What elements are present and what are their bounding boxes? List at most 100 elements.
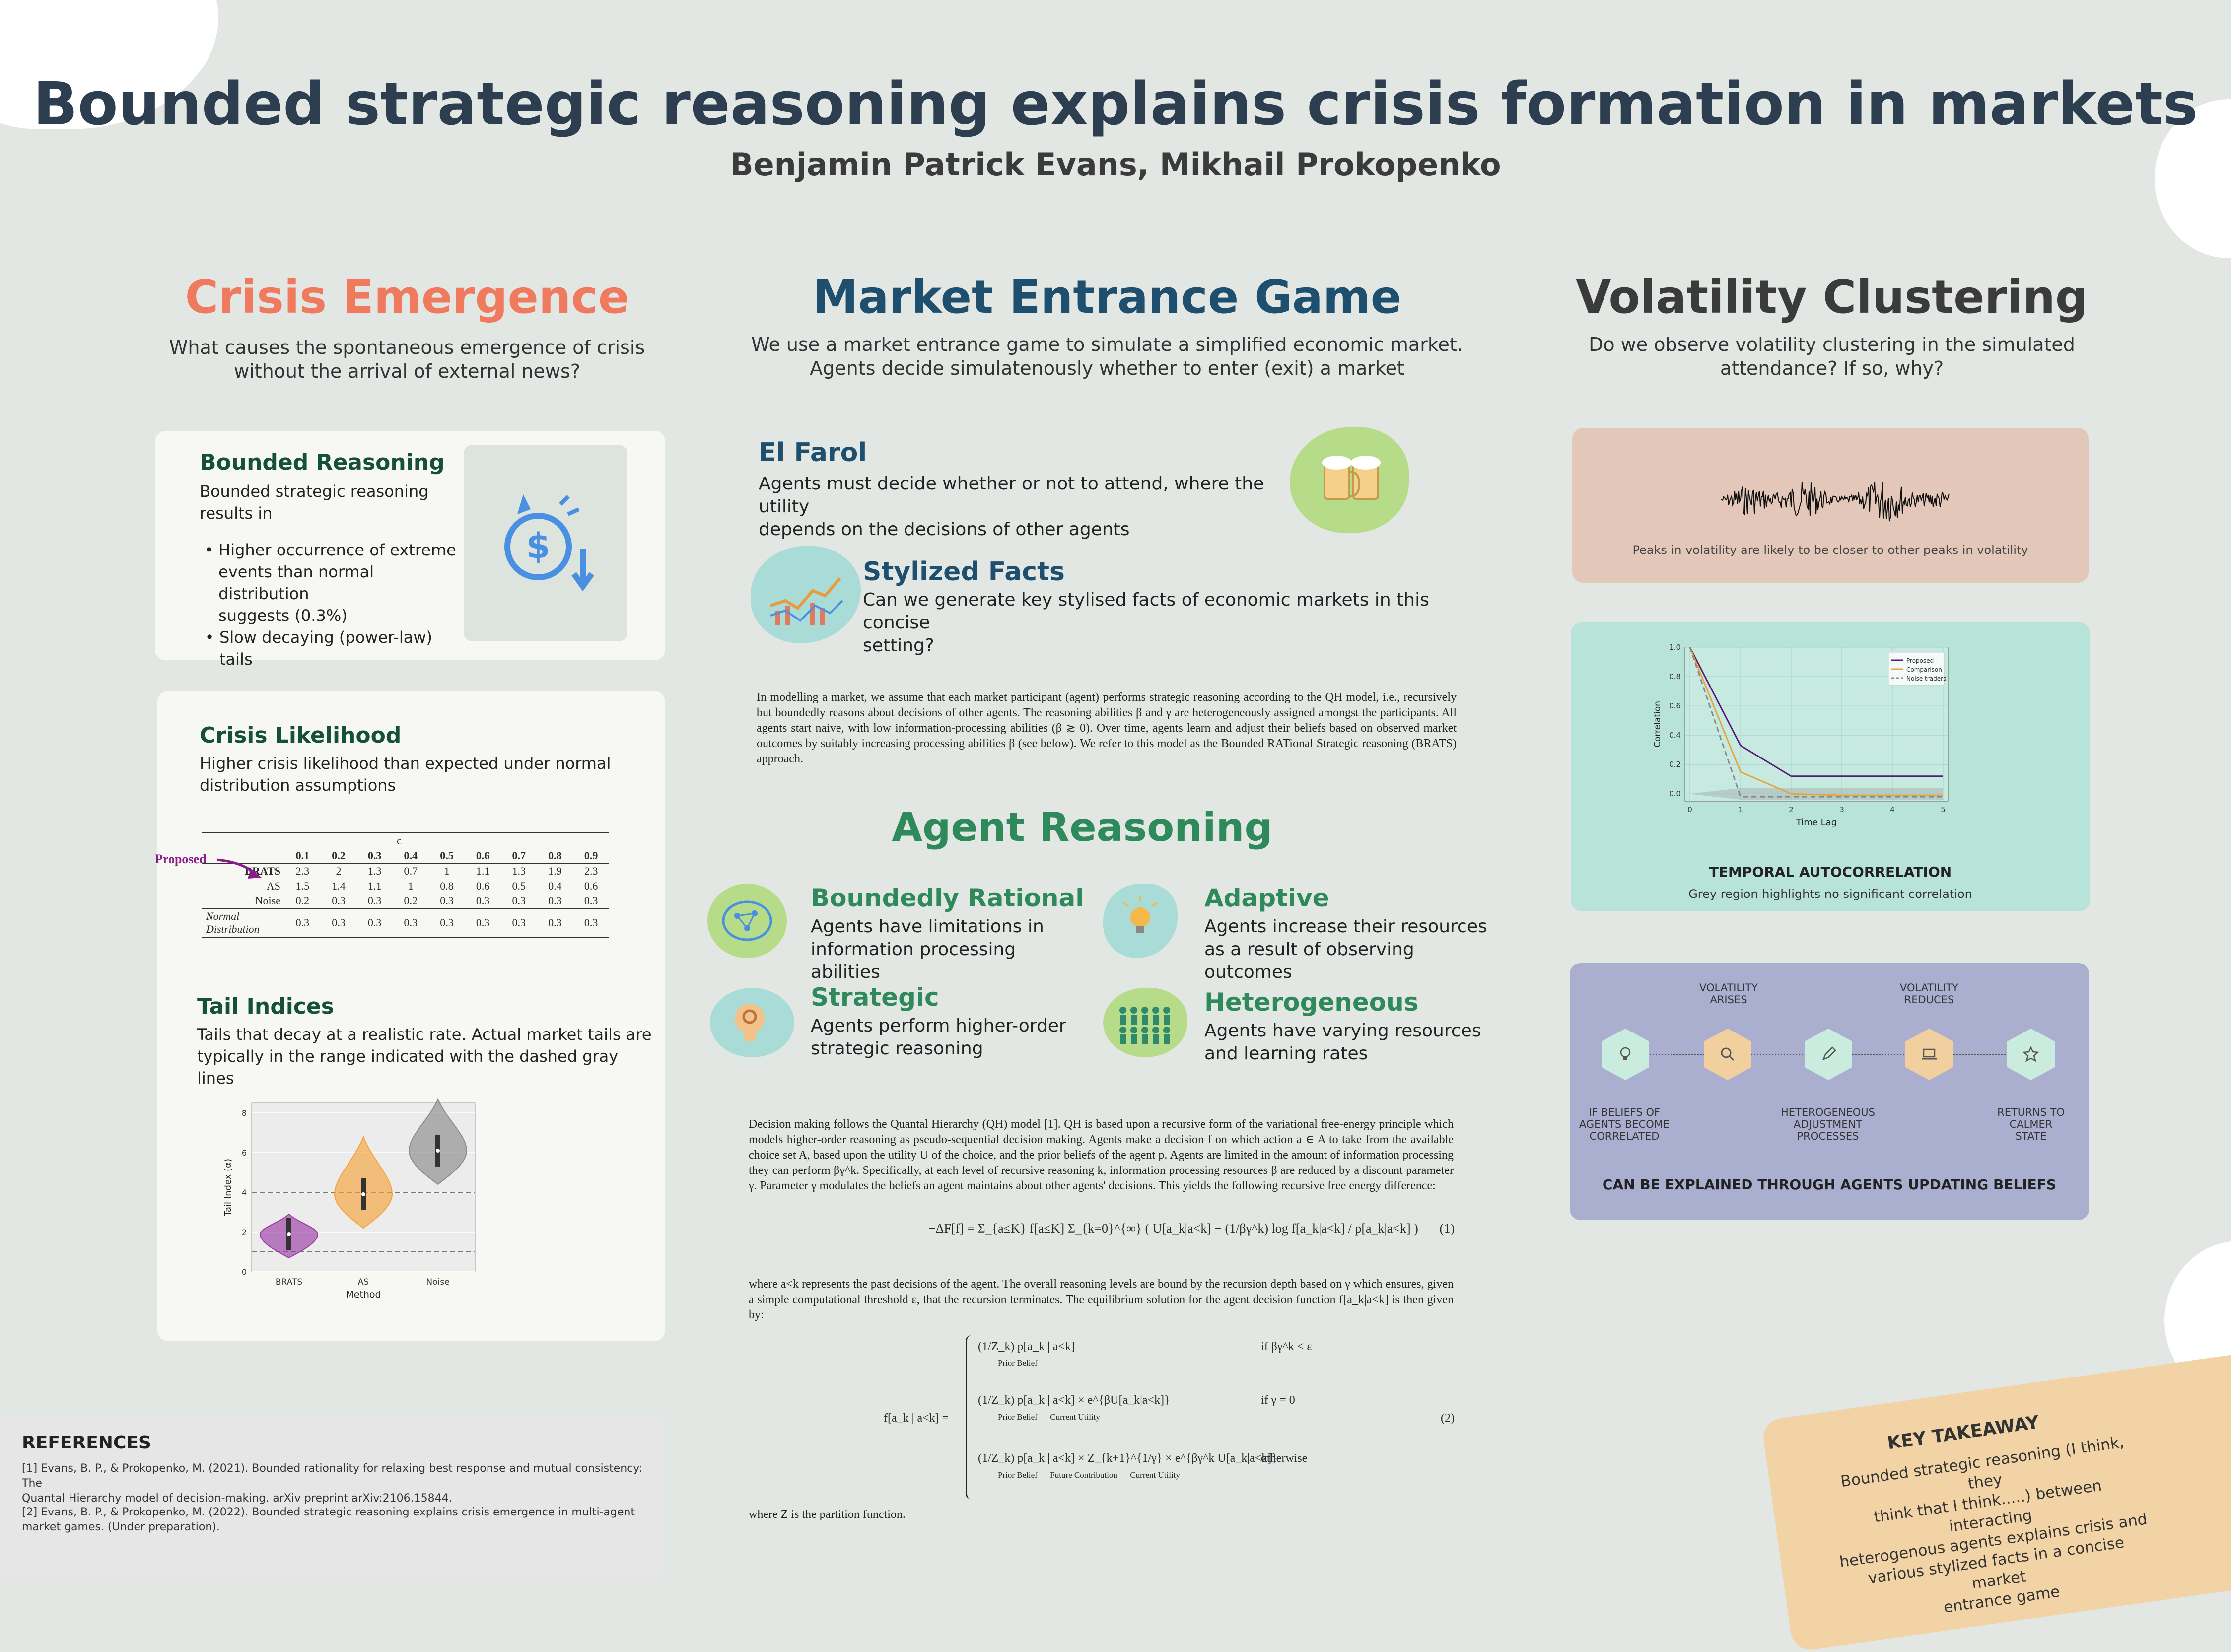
crisis-likelihood-table: c 0.1 0.2 0.3 0.4 0.5 0.6 0.7 0.8 0.9 BRATS 2.3 2 1… <box>202 832 609 938</box>
crisis-likelihood-title: Crisis Likelihood <box>200 723 402 748</box>
volatility-intro: Do we observe volatility clustering in t… <box>1534 333 2130 380</box>
table-cell: 2.3 <box>584 865 598 877</box>
crisis-intro: What causes the spontaneous emergence of… <box>109 336 705 383</box>
boundedly-rational-text: Agents have limitations in information p… <box>811 915 1089 984</box>
legend-label: Proposed <box>1906 657 1934 664</box>
stylized-facts-title: Stylized Facts <box>863 557 1065 587</box>
x-tick-label: 5 <box>1941 805 1946 814</box>
y-axis-label: Correlation <box>1653 701 1663 748</box>
crisis-heading: Crisis Emergence <box>185 271 629 324</box>
references-box: REFERENCES [1] Evans, B. P., & Prokopenk… <box>0 1416 663 1578</box>
stylized-line1: Can we generate key stylised facts of ec… <box>863 590 1429 633</box>
autocorrelation-chart: 0.0 0.2 0.4 0.6 0.8 1.0 0 1 2 3 4 5 Proposed Comparis… <box>1653 643 1949 827</box>
volatility-process-card: IF BELIEFS OF AGENTS BECOME CORRELATED V… <box>1570 963 2089 1220</box>
table-cell: 0.3 <box>332 895 346 907</box>
legend-label: Noise traders <box>1906 675 1946 682</box>
step3-label: HETEROGENEOUS ADJUSTMENT PROCESSES <box>1778 1106 1878 1142</box>
step5-line1: RETURNS TO <box>1997 1106 2065 1118</box>
table-cell: 1 <box>444 865 450 877</box>
volatility-intro-line2: attendance? If so, why? <box>1720 357 1944 379</box>
bullet1-line2: events than normal distribution <box>218 562 374 603</box>
step5-line3: STATE <box>2015 1130 2047 1142</box>
autocorrelation-title: TEMPORAL AUTOCORRELATION <box>1709 864 1952 880</box>
violin-median <box>361 1192 365 1196</box>
step1-line3: CORRELATED <box>1589 1130 1660 1142</box>
equation-2-case3: (1/Z_k) p[a_k | a<k] × Z_{k+1}^{1/γ} × e… <box>978 1452 1277 1465</box>
y-tick-label: 0.4 <box>1669 731 1681 740</box>
heterogeneous-line1: Agents have varying resources <box>1204 1021 1481 1041</box>
x-tick-label: BRATS <box>276 1277 302 1287</box>
equation-2: f[a_k | a<k] = (1/Z_k) p[a_k | a<k] Prio… <box>884 1335 1455 1504</box>
volatility-heading: Volatility Clustering <box>1576 271 2088 324</box>
reasoning-item-boundedly-rational: Boundedly Rational Agents have limitatio… <box>707 884 1085 983</box>
process-conclusion: CAN BE EXPLAINED THROUGH AGENTS UPDATING… <box>1602 1176 2057 1193</box>
table-row: Normal Distribution 0.3 0.3 0.3 0.3 0.3 0.3 0.3… <box>202 908 609 937</box>
proposed-label: Proposed <box>155 852 207 866</box>
adaptive-line1: Agents increase their resources <box>1204 916 1487 937</box>
table-column-header: 0.6 <box>476 849 490 862</box>
y-tick-label: 8 <box>242 1108 247 1118</box>
table-cell: 0.2 <box>295 895 310 907</box>
heterogeneous-title: Heterogeneous <box>1204 988 1419 1017</box>
table-row-label: AS <box>266 880 280 892</box>
y-tick-label: 2 <box>242 1228 247 1237</box>
ref1-line1: [1] Evans, B. P., & Prokopenko, M. (2021… <box>22 1462 643 1490</box>
table-cell: 1.3 <box>512 865 526 877</box>
market-heading: Market Entrance Game <box>812 271 1402 324</box>
market-intro: We use a market entrance game to simulat… <box>735 333 1479 380</box>
equation-2-case1: (1/Z_k) p[a_k | a<k] <box>978 1340 1075 1353</box>
step3-line3: PROCESSES <box>1797 1130 1859 1142</box>
equation-2-case2-condition: if γ = 0 <box>1261 1394 1295 1407</box>
heterogeneous-text: Agents have varying resources and learni… <box>1204 1020 1492 1065</box>
crisis-intro-line1: What causes the spontaneous emergence of… <box>169 337 645 358</box>
y-tick-label: 0.6 <box>1669 701 1681 710</box>
table-cell: 0.3 <box>512 916 526 929</box>
table-column-header: 0.1 <box>295 849 310 862</box>
money-crisis-icon: $ <box>464 445 627 641</box>
equation-1-number: (1) <box>1439 1221 1455 1236</box>
tail-indices-title: Tail Indices <box>197 994 334 1019</box>
table-cell: 0.3 <box>440 895 454 907</box>
step1-label: IF BELIEFS OF AGENTS BECOME CORRELATED <box>1575 1106 1674 1142</box>
step3-line2: ADJUSTMENT <box>1793 1118 1863 1130</box>
head-gear-icon <box>710 988 794 1057</box>
svg-text:$: $ <box>526 526 551 566</box>
table-cell: 0.3 <box>367 916 382 929</box>
autocorrelation-caption: Grey region highlights no significant co… <box>1688 887 1972 901</box>
volatility-peaks-card: Peaks in volatility are likely to be clo… <box>1572 428 2089 583</box>
ref1-line2: Quantal Hierarchy model of decision-maki… <box>22 1492 452 1505</box>
table-cell: 0.5 <box>512 880 526 892</box>
table-cell: 1 <box>408 880 414 892</box>
x-tick-label: 0 <box>1687 805 1692 814</box>
violin-median <box>287 1232 291 1236</box>
table-c-label: c <box>397 834 402 847</box>
table-cell: 0.3 <box>295 916 310 929</box>
table-row: AS 1.5 1.4 1.1 1 0.8 0.6 0.5 0.4 0.6 <box>202 879 609 894</box>
table-column-header: 0.2 <box>332 849 346 862</box>
x-tick-label: 4 <box>1890 805 1895 814</box>
adaptive-text: Agents increase their resources as a res… <box>1204 915 1492 984</box>
y-tick-label: 0 <box>242 1267 247 1277</box>
y-tick-label: 0.2 <box>1669 760 1681 769</box>
table-cell: 2 <box>336 865 342 877</box>
strategic-line2: strategic reasoning <box>811 1038 983 1059</box>
step3-line1: HETEROGENEOUS <box>1780 1106 1876 1118</box>
strategic-text: Agents perform higher-order strategic re… <box>811 1015 1089 1060</box>
table-cell: 0.3 <box>367 895 382 907</box>
ref2-line2: market games. (Under preparation). <box>22 1521 220 1533</box>
elfarol-line2: depends on the decisions of other agents <box>759 519 1130 540</box>
x-tick-label: Noise <box>426 1277 449 1287</box>
bullet1-line1: Higher occurrence of extreme <box>218 541 456 559</box>
volatility-peaks-caption: Peaks in volatility are likely to be clo… <box>1632 543 2028 557</box>
likelihood-text-line1: Higher crisis likelihood than expected u… <box>200 754 611 773</box>
table-cell: 2.3 <box>295 865 310 877</box>
step2-line1: VOLATILITY <box>1699 982 1758 994</box>
step5-line2: CALMER <box>2009 1118 2053 1130</box>
bounded-reasoning-card: Bounded Reasoning Bounded strategic reas… <box>155 431 665 669</box>
reference-1: [1] Evans, B. P., & Prokopenko, M. (2021… <box>22 1461 663 1506</box>
laptop-icon <box>1905 1029 1953 1080</box>
bullet2-line2: tails <box>219 650 253 669</box>
bulb-icon <box>1602 1029 1649 1080</box>
table-row-label: Noise <box>255 895 280 907</box>
reasoning-item-adaptive: Adaptive Agents increase their resources… <box>1103 884 1490 983</box>
